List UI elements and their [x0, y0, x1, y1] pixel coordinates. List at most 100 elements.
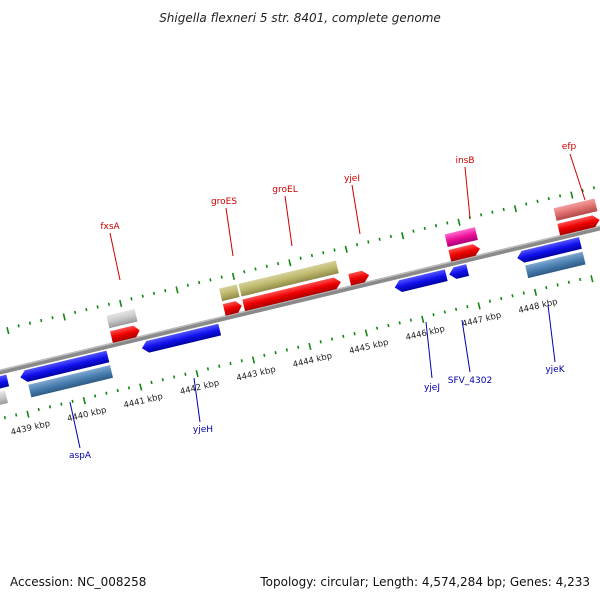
minor-tick — [488, 299, 492, 303]
minor-tick — [198, 280, 201, 285]
feature-efp-outer — [553, 198, 598, 221]
scale-label: 4439 kbp — [10, 419, 51, 438]
minor-tick — [274, 351, 277, 355]
minor-tick — [556, 283, 559, 287]
minor-tick — [432, 313, 435, 317]
feature-edge-outer — [0, 390, 8, 414]
major-tick — [288, 259, 292, 267]
accession-text: Accession: NC_008258 — [10, 575, 146, 589]
minor-tick — [240, 359, 243, 363]
minor-tick — [297, 345, 300, 349]
minor-tick — [51, 316, 54, 320]
minor-tick — [73, 310, 77, 314]
minor-tick — [387, 323, 390, 328]
gene-label-efp: efp — [562, 142, 577, 152]
minor-tick — [412, 229, 415, 233]
minor-tick — [276, 261, 280, 266]
major-tick — [62, 313, 66, 321]
minor-tick — [164, 289, 167, 293]
gene-label-aspA: aspA — [69, 451, 92, 461]
minor-tick — [265, 264, 268, 268]
minor-tick — [511, 294, 514, 298]
minor-tick — [491, 210, 494, 214]
minor-tick — [443, 310, 446, 314]
minor-tick — [243, 270, 246, 274]
leader-yjeJ — [425, 321, 433, 379]
leader-insB — [464, 166, 471, 219]
major-tick — [26, 410, 30, 418]
feature-groES-outer — [219, 284, 240, 302]
minor-tick — [209, 278, 212, 282]
minor-tick — [206, 367, 210, 371]
minor-tick — [172, 375, 176, 379]
minor-tick — [525, 202, 528, 206]
top-strand-features — [106, 198, 600, 343]
genome-track: 4439 kbp 4440 kbp 4441 kbp 4442 kbp 4443… — [0, 186, 600, 438]
gene-label-SFV_4302: SFV_4302 — [448, 376, 492, 386]
leader-yjeI — [351, 184, 361, 235]
minor-tick — [480, 213, 483, 217]
minor-tick — [105, 391, 108, 395]
major-tick — [513, 205, 518, 213]
feature-yjeI-inner — [348, 270, 370, 286]
minor-tick — [218, 364, 221, 368]
minor-tick — [522, 291, 525, 295]
minor-tick — [333, 248, 336, 252]
minor-tick — [3, 415, 7, 420]
scale-label: 4447 kbp — [461, 311, 502, 330]
minor-tick — [37, 407, 40, 412]
minor-tick — [71, 399, 74, 404]
minor-tick — [330, 337, 334, 341]
minor-tick — [263, 353, 266, 358]
minor-tick — [547, 196, 550, 201]
minor-tick — [141, 294, 144, 298]
minor-tick — [152, 291, 156, 296]
minor-tick — [500, 296, 503, 301]
gene-label-yjeK: yjeK — [545, 365, 565, 375]
minor-tick — [130, 297, 133, 301]
minor-tick — [502, 207, 505, 212]
minor-tick — [184, 372, 187, 376]
minor-tick — [127, 386, 131, 390]
gene-label-groES: groES — [211, 197, 237, 207]
feature-yjeH-inner — [141, 323, 222, 353]
feature-groEL-inner — [242, 277, 341, 312]
scale-label: 4445 kbp — [348, 338, 389, 357]
minor-tick — [107, 302, 111, 306]
minor-tick — [220, 275, 223, 279]
bottom-strand-features — [0, 237, 586, 414]
gene-label-fxsA: fxsA — [100, 222, 120, 232]
leader-efp — [569, 153, 586, 201]
leader-yjeH — [193, 377, 201, 423]
leader-groEL — [284, 195, 293, 247]
feature-aspA-inner — [20, 350, 110, 382]
minor-tick — [310, 253, 314, 258]
gene-label-groEL: groEL — [272, 185, 297, 195]
minor-tick — [342, 334, 345, 339]
major-tick — [308, 342, 312, 351]
minor-tick — [558, 194, 562, 198]
minor-tick — [389, 234, 393, 239]
major-tick — [570, 191, 574, 199]
minor-tick — [409, 318, 413, 322]
major-tick — [533, 288, 538, 296]
label-leaders — [69, 153, 586, 449]
major-tick — [364, 329, 368, 337]
leader-SFV_4302 — [461, 319, 471, 373]
feature-insB-outer — [444, 227, 478, 248]
minor-tick — [40, 318, 43, 323]
tick-row-bottom — [3, 275, 594, 420]
minor-tick — [150, 380, 153, 385]
leader-fxsA — [109, 232, 121, 281]
tick-row-top — [6, 186, 596, 335]
leader-groES — [225, 207, 234, 257]
scale-label: 4442 kbp — [179, 378, 220, 397]
minor-tick — [229, 361, 232, 366]
feature-SFV_4302-inner — [449, 264, 470, 279]
leader-aspA — [69, 401, 81, 449]
feature-groES-inner — [222, 301, 242, 316]
minor-tick — [545, 286, 548, 290]
major-tick — [195, 369, 199, 378]
genome-summary: Topology: circular; Length: 4,574,284 bp… — [259, 575, 590, 589]
minor-tick — [161, 378, 164, 382]
